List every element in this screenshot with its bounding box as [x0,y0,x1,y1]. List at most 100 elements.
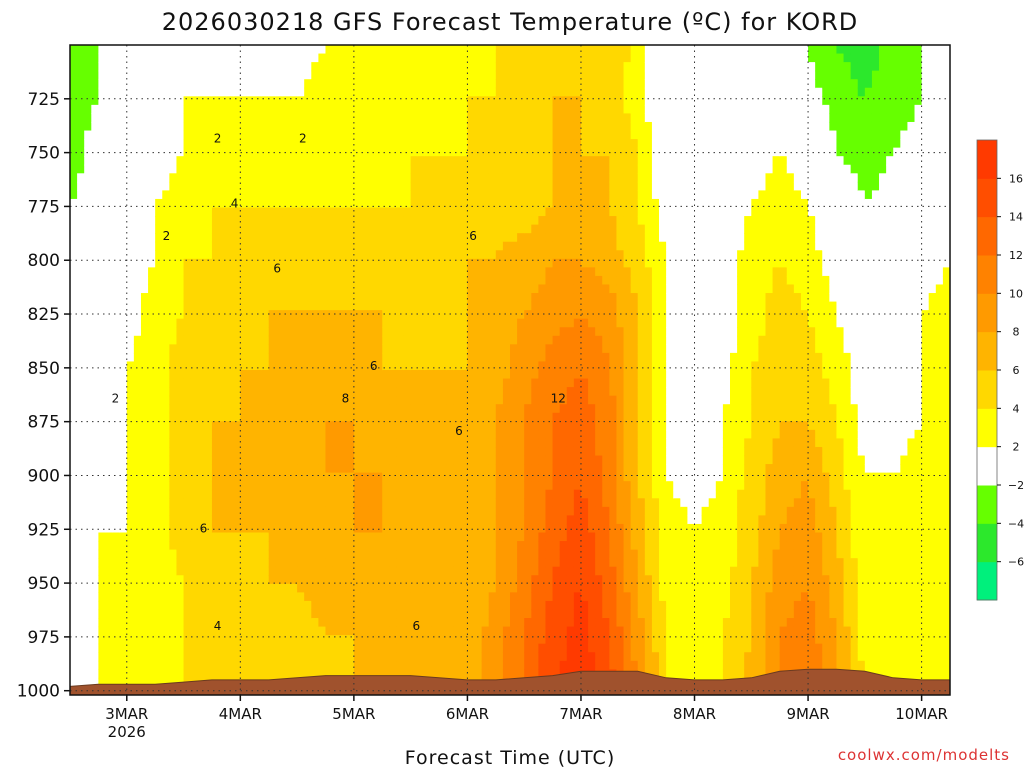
temperature-cell [190,224,199,234]
temperature-cell [275,173,284,183]
temperature-cell [410,198,419,209]
temperature-cell [219,455,227,465]
temperature-cell [396,121,405,132]
temperature-cell [254,275,263,286]
temperature-cell [517,361,525,371]
temperature-cell [474,87,483,97]
temperature-cell [410,147,419,157]
temperature-cell [318,506,327,516]
temperature-cell [318,361,327,371]
temperature-cell [290,515,298,525]
temperature-cell [524,412,532,422]
temperature-cell [169,404,178,414]
temperature-cell [353,506,362,516]
temperature-cell [346,498,355,508]
temperature-cell [446,660,454,670]
temperature-cell [112,506,121,516]
temperature-cell [325,164,334,174]
temperature-cell [169,173,178,183]
temperature-cell [353,267,362,277]
temperature-cell [481,635,490,645]
temperature-cell [119,438,128,448]
temperature-cell [204,618,213,628]
temperature-cell [318,190,327,200]
temperature-cell [183,147,192,157]
temperature-cell [382,370,390,380]
temperature-cell [275,652,284,662]
temperature-cell [290,583,298,593]
temperature-cell [467,626,476,636]
temperature-cell [84,635,92,645]
temperature-cell [98,344,107,354]
temperature-cell [360,455,369,465]
temperature-cell [112,352,121,363]
temperature-cell [353,489,362,499]
temperature-cell [403,352,412,363]
temperature-cell [439,643,447,653]
temperature-cell [353,335,362,345]
temperature-cell [119,258,128,268]
temperature-cell [190,583,199,593]
temperature-cell [424,130,433,140]
temperature-cell [502,45,511,55]
temperature-cell [446,352,454,363]
temperature-cell [431,164,440,174]
temperature-cell [346,250,355,260]
temperature-cell [318,404,327,414]
temperature-cell [531,395,539,405]
temperature-cell [204,164,213,174]
temperature-cell [467,301,476,311]
temperature-cell [446,669,454,679]
temperature-cell [211,173,220,183]
temperature-cell [211,139,220,149]
temperature-cell [190,592,199,602]
temperature-cell [353,173,362,183]
temperature-cell [346,198,355,209]
temperature-cell [254,139,263,149]
temperature-cell [77,96,85,106]
temperature-cell [375,173,383,183]
temperature-cell [233,635,241,645]
temperature-cell [325,558,334,568]
temperature-cell [368,62,376,72]
temperature-cell [396,164,405,174]
temperature-cell [325,370,334,380]
temperature-cell [126,429,135,440]
temperature-cell [183,96,192,106]
temperature-cell [204,250,213,260]
temperature-cell [431,583,440,593]
temperature-cell [211,284,220,294]
temperature-cell [169,660,178,670]
temperature-cell [332,139,341,149]
temperature-cell [176,335,185,345]
temperature-cell [119,70,128,80]
temperature-cell [481,53,490,63]
temperature-cell [410,258,419,268]
temperature-cell [190,301,199,311]
temperature-cell [403,575,412,585]
temperature-cell [488,660,497,670]
temperature-cell [360,62,369,72]
temperature-cell [481,489,490,499]
temperature-cell [112,600,121,611]
temperature-cell [133,515,142,525]
temperature-cell [332,293,341,303]
temperature-cell [275,139,284,149]
temperature-cell [431,130,440,140]
temperature-cell [119,130,128,140]
temperature-cell [389,233,398,243]
temperature-cell [368,549,376,559]
temperature-cell [297,147,305,157]
temperature-cell [133,626,142,636]
temperature-cell [318,472,327,482]
temperature-cell [389,224,398,234]
temperature-cell [389,207,398,217]
temperature-cell [261,523,270,534]
temperature-cell [112,250,121,260]
temperature-cell [290,318,298,328]
temperature-cell [311,455,319,465]
temperature-cell [389,104,398,115]
temperature-cell [446,301,454,311]
temperature-cell [325,652,334,662]
temperature-cell [275,412,284,422]
